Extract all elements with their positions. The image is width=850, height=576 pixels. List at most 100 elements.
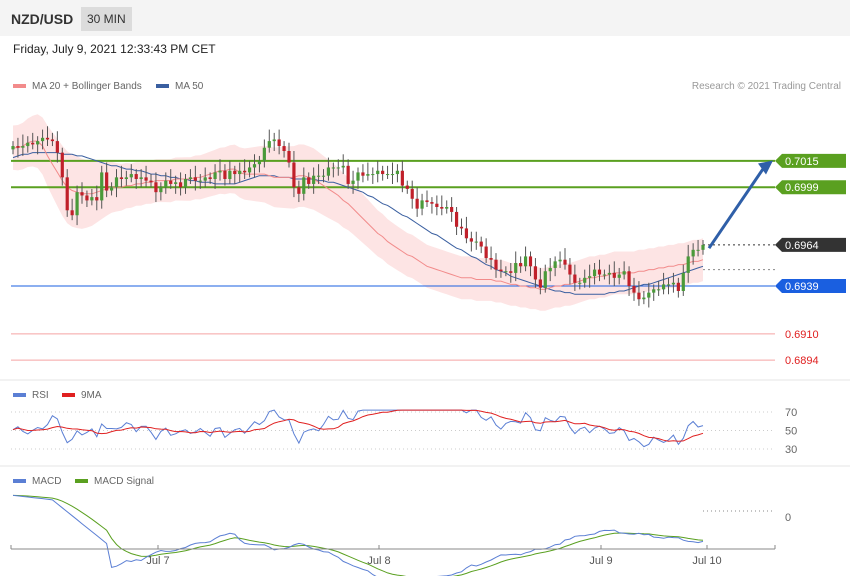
candle-body — [385, 174, 390, 176]
candle-body — [597, 269, 602, 275]
candle-body — [701, 244, 705, 250]
candle-body — [523, 256, 528, 267]
candle-body — [647, 292, 651, 298]
candle-body — [514, 263, 518, 273]
candle-body — [302, 177, 306, 194]
candle-body — [26, 142, 30, 147]
candle-body — [450, 207, 454, 212]
candle-body — [60, 152, 64, 178]
legend-rsi9: 9MA — [62, 390, 102, 401]
candle-body — [292, 162, 296, 188]
candle-body — [390, 174, 395, 176]
candle-body — [499, 269, 503, 272]
candle-body — [346, 165, 350, 184]
candle-body — [459, 226, 464, 229]
candle-body — [484, 246, 488, 259]
candle-body — [95, 197, 99, 201]
legend-ma20: MA 20 + Bollinger Bands — [13, 81, 142, 92]
candle-body — [129, 174, 133, 178]
candle-body — [405, 185, 409, 189]
level-tag-0.6999 — [775, 180, 846, 195]
candle-body — [336, 167, 340, 169]
candle-body — [193, 177, 197, 181]
candle-body — [134, 174, 138, 179]
candle-body — [316, 175, 321, 177]
legend-signal-label: MACD Signal — [94, 476, 155, 487]
candle-body — [356, 172, 360, 181]
candle-body — [50, 139, 55, 142]
candle-body — [331, 167, 335, 169]
candle-body — [583, 277, 587, 283]
candle-body — [366, 174, 370, 176]
candle-body — [174, 182, 178, 184]
level-tag-0.7015 — [775, 153, 846, 168]
candle-body — [297, 187, 301, 194]
candle-body — [445, 207, 449, 209]
candle-body — [696, 249, 700, 251]
level-label-0.6894: 0.6894 — [785, 355, 819, 367]
ma50-line — [12, 152, 704, 295]
candle-body — [440, 207, 444, 209]
candle-body — [376, 170, 380, 175]
macd-swatch — [13, 479, 26, 484]
rsi-line — [12, 409, 704, 448]
candle-body — [109, 187, 114, 191]
candle-body — [139, 177, 143, 179]
candle-body — [479, 241, 483, 247]
candle-body — [277, 139, 281, 147]
candle-body — [238, 170, 242, 175]
candle-body — [282, 146, 286, 151]
candle-body — [435, 203, 439, 207]
candle-body — [16, 146, 20, 148]
candle-body — [100, 172, 104, 201]
legend-signal: MACD Signal — [75, 476, 154, 487]
candle-body — [400, 170, 404, 186]
candle-body — [31, 142, 35, 145]
candle-body — [607, 272, 611, 275]
candle-body — [425, 200, 429, 203]
rsi-ma-line — [12, 409, 704, 442]
candle-body — [420, 200, 424, 209]
candle-body — [504, 271, 508, 273]
candle-body — [578, 282, 582, 284]
candle-body — [361, 172, 365, 176]
candle-body — [666, 284, 671, 286]
x-tick-label: Jul 10 — [692, 555, 721, 567]
candle-body — [149, 180, 153, 183]
ma50-swatch — [156, 84, 169, 89]
candle-body — [410, 188, 414, 199]
candle-body — [75, 192, 79, 216]
candle-body — [612, 272, 616, 278]
legend-rsi-label: RSI — [32, 390, 49, 401]
candle-body — [326, 167, 331, 176]
candle-body — [144, 177, 148, 181]
legend-rsi: RSI — [13, 390, 49, 401]
timeframe-button[interactable]: 30 MIN — [81, 7, 132, 31]
candle-body — [223, 170, 227, 179]
candle-body — [36, 141, 40, 145]
candle-body — [188, 177, 193, 179]
macd-zero-label: 0 — [785, 512, 791, 524]
candle-body — [85, 195, 89, 201]
candle-body — [262, 147, 266, 161]
x-tick-label: Jul 7 — [146, 555, 169, 567]
candle-body — [686, 256, 690, 273]
candle-body — [124, 177, 128, 179]
candle-body — [681, 272, 685, 291]
candle-body — [622, 271, 626, 275]
candle-body — [661, 284, 666, 290]
candle-body — [341, 165, 345, 168]
legend-ma20-label: MA 20 + Bollinger Bands — [32, 81, 142, 92]
candle-body — [247, 167, 252, 173]
candle-body — [671, 282, 676, 285]
candle-body — [119, 177, 124, 179]
candle-body — [381, 170, 385, 175]
candle-body — [395, 170, 400, 175]
candle-body — [602, 274, 607, 276]
candle-body — [642, 297, 646, 300]
candle-body — [233, 170, 237, 175]
rsi-level-label-70: 70 — [785, 407, 797, 419]
candle-body — [553, 261, 557, 268]
candle-body — [494, 259, 498, 270]
